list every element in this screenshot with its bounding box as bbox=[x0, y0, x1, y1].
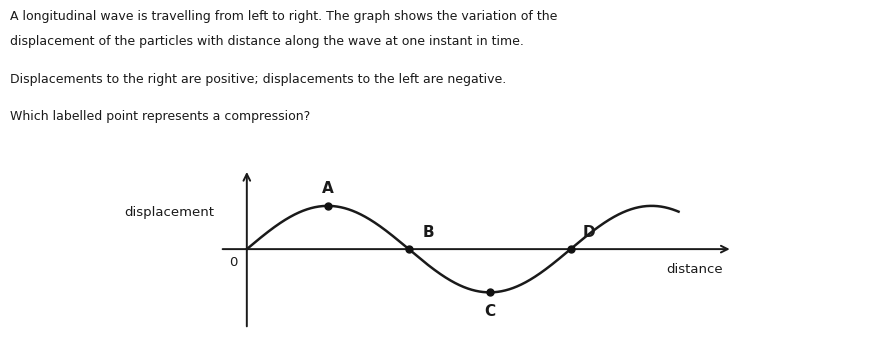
Text: D: D bbox=[582, 225, 595, 239]
Text: Displacements to the right are positive; displacements to the left are negative.: Displacements to the right are positive;… bbox=[10, 73, 506, 86]
Text: B: B bbox=[423, 225, 434, 239]
Text: Which labelled point represents a compression?: Which labelled point represents a compre… bbox=[10, 110, 311, 123]
Text: 0: 0 bbox=[229, 256, 237, 268]
Text: A longitudinal wave is travelling from left to right. The graph shows the variat: A longitudinal wave is travelling from l… bbox=[10, 10, 558, 24]
Text: displacement of the particles with distance along the wave at one instant in tim: displacement of the particles with dista… bbox=[10, 35, 525, 48]
Text: displacement: displacement bbox=[125, 206, 215, 219]
Text: distance: distance bbox=[666, 263, 723, 276]
Text: A: A bbox=[322, 181, 333, 197]
Text: C: C bbox=[485, 304, 495, 319]
